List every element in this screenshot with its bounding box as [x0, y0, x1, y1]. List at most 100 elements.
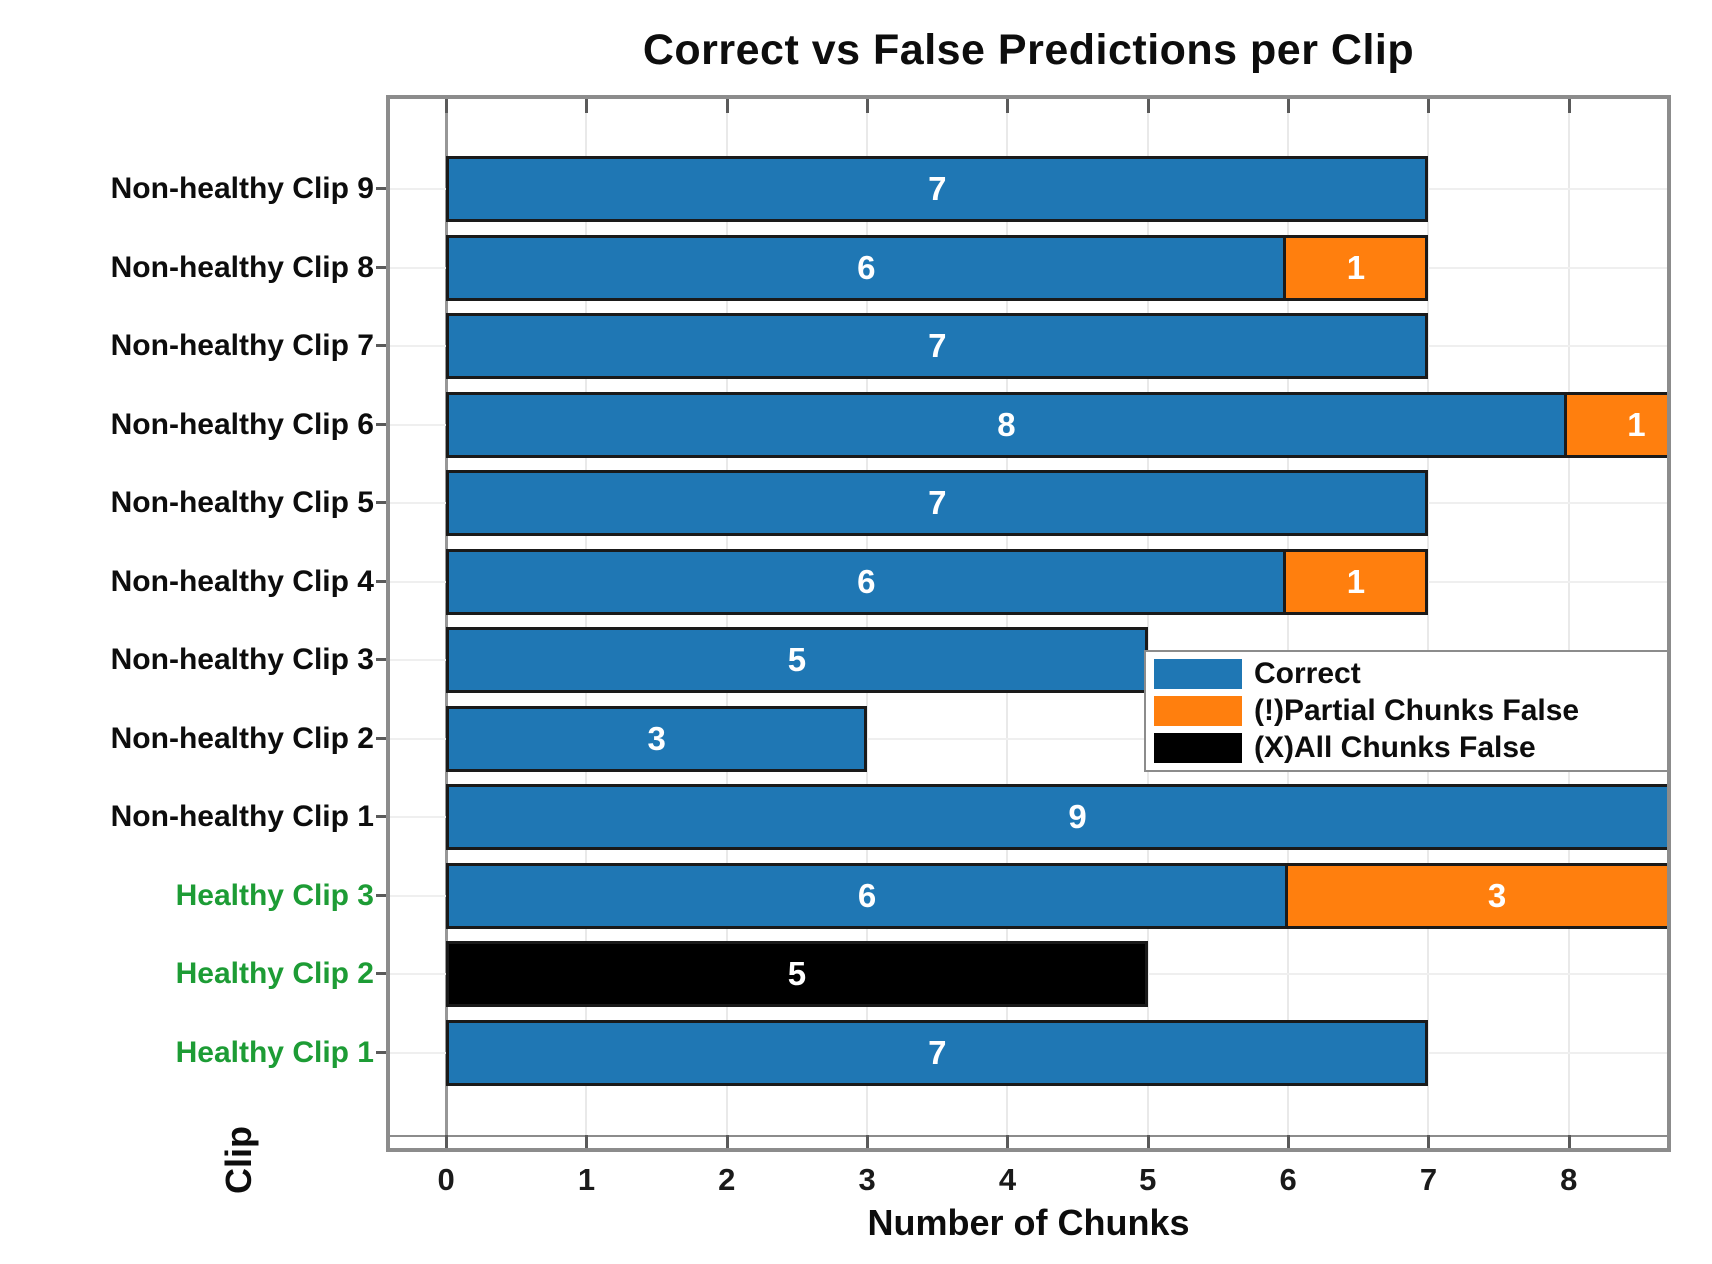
stacked-bar: 5	[446, 627, 1148, 694]
bottom-tick-mark	[866, 1135, 870, 1148]
y-tick-mark	[376, 815, 386, 819]
legend-swatch-partial_false	[1154, 695, 1242, 726]
bar-segment-correct: 7	[449, 1022, 1426, 1083]
y-tick-mark	[376, 344, 386, 348]
bar-value-label: 5	[787, 955, 807, 993]
y-category-label: Non-healthy Clip 2	[110, 721, 374, 755]
bottom-tick-mark	[1146, 1135, 1150, 1148]
top-tick-mark	[1287, 99, 1291, 113]
y-axis-title: Clip	[218, 1126, 259, 1194]
vertical-gridline	[1567, 99, 1570, 1148]
bar-segment-correct: 6	[449, 865, 1286, 926]
legend-entry: (!)Partial Chunks False	[1146, 694, 1667, 728]
bar-row: 3	[390, 700, 1667, 779]
top-tick-mark	[1146, 99, 1150, 113]
bar-segment-correct: 7	[449, 473, 1426, 534]
bottom-tick-mark	[1567, 1135, 1571, 1148]
x-tick-label: 7	[1419, 1162, 1438, 1197]
bar-row: 7	[390, 464, 1667, 543]
vertical-gridline	[1006, 99, 1009, 1148]
vertical-gridline	[1427, 99, 1430, 1148]
bottom-tick-mark	[1006, 1135, 1010, 1148]
top-tick-mark	[725, 99, 729, 113]
x-tick-label: 0	[437, 1162, 455, 1197]
y-tick-mark	[376, 265, 386, 269]
bar-segment-partial_false: 1	[1283, 237, 1426, 298]
stacked-bar: 7	[446, 156, 1429, 223]
bar-value-label: 6	[857, 562, 876, 600]
y-category-label: Non-healthy Clip 6	[110, 407, 374, 441]
vertical-gridline	[725, 99, 728, 1148]
vertical-gridline	[585, 99, 588, 1148]
legend-swatch-correct	[1154, 659, 1242, 690]
legend: Correct (!)Partial Chunks False (X)All Chu…	[1144, 650, 1667, 772]
top-tick-mark	[1006, 99, 1010, 113]
top-tick-mark	[1427, 99, 1431, 113]
y-tick-mark	[376, 972, 386, 976]
stacked-bar: 9	[446, 784, 1667, 851]
x-tick-label: 8	[1560, 1162, 1578, 1197]
bottom-tick-mark	[445, 1135, 449, 1148]
bottom-tick-mark	[1287, 1135, 1291, 1148]
bar-segment-all_false: 5	[449, 944, 1145, 1005]
y-tick-mark	[376, 736, 386, 740]
y-category-label: Non-healthy Clip 5	[110, 486, 374, 520]
bar-value-label: 5	[787, 641, 807, 679]
y-tick-mark	[376, 501, 386, 505]
bar-value-label: 1	[1346, 562, 1366, 600]
legend-entry: (X)All Chunks False	[1146, 731, 1667, 765]
y-category-label: Non-healthy Clip 4	[110, 564, 374, 598]
bottom-tick-mark	[585, 1135, 589, 1148]
legend-label: (X)All Chunks False	[1254, 730, 1536, 764]
top-tick-mark	[1567, 99, 1571, 113]
x-tick-label: 1	[577, 1162, 596, 1197]
y-category-label: Healthy Clip 3	[175, 878, 374, 912]
axis-inner-line	[390, 1135, 1667, 1137]
horizontal-gridline	[390, 737, 1667, 740]
y-category-label: Non-healthy Clip 3	[110, 643, 374, 677]
bar-segment-correct: 6	[449, 237, 1284, 298]
bar-value-label: 8	[997, 405, 1016, 443]
x-tick-label: 3	[858, 1162, 876, 1197]
y-category-label: Non-healthy Clip 9	[110, 172, 374, 206]
bar-row: 9	[390, 778, 1667, 857]
stacked-bar: 7	[446, 470, 1429, 537]
bar-value-label: 3	[647, 719, 666, 757]
chart-title: Correct vs False Predictions per Clip	[642, 26, 1415, 74]
y-tick-mark	[376, 1050, 386, 1054]
y-tick-mark	[376, 579, 386, 583]
vertical-gridline	[866, 99, 869, 1148]
bar-value-label: 6	[857, 876, 877, 914]
bar-value-label: 7	[928, 484, 947, 522]
bar-segment-correct: 8	[449, 394, 1564, 455]
y-category-label: Non-healthy Clip 8	[110, 250, 374, 284]
bar-segment-correct: 6	[449, 551, 1284, 612]
bar-value-label: 1	[1346, 248, 1366, 286]
bar-segment-correct: 7	[449, 316, 1426, 377]
bar-value-label: 1	[1627, 405, 1646, 443]
x-tick-label: 2	[718, 1162, 736, 1197]
bar-value-label: 7	[928, 327, 947, 365]
y-tick-mark	[376, 422, 386, 426]
bar-segment-partial_false: 1	[1563, 394, 1667, 455]
y-category-label: Healthy Clip 1	[175, 1035, 374, 1069]
bar-value-label: 6	[857, 248, 876, 286]
x-axis-title: Number of Chunks	[867, 1202, 1190, 1243]
top-tick-mark	[445, 99, 449, 113]
bar-row: 5	[390, 935, 1667, 1014]
bar-segment-partial_false: 3	[1285, 865, 1667, 926]
zero-gridline	[445, 99, 449, 1148]
legend-swatch-all_false	[1154, 732, 1242, 763]
y-category-label: Non-healthy Clip 7	[110, 329, 374, 363]
legend-label: (!)Partial Chunks False	[1254, 693, 1580, 727]
bottom-tick-mark	[725, 1135, 729, 1148]
